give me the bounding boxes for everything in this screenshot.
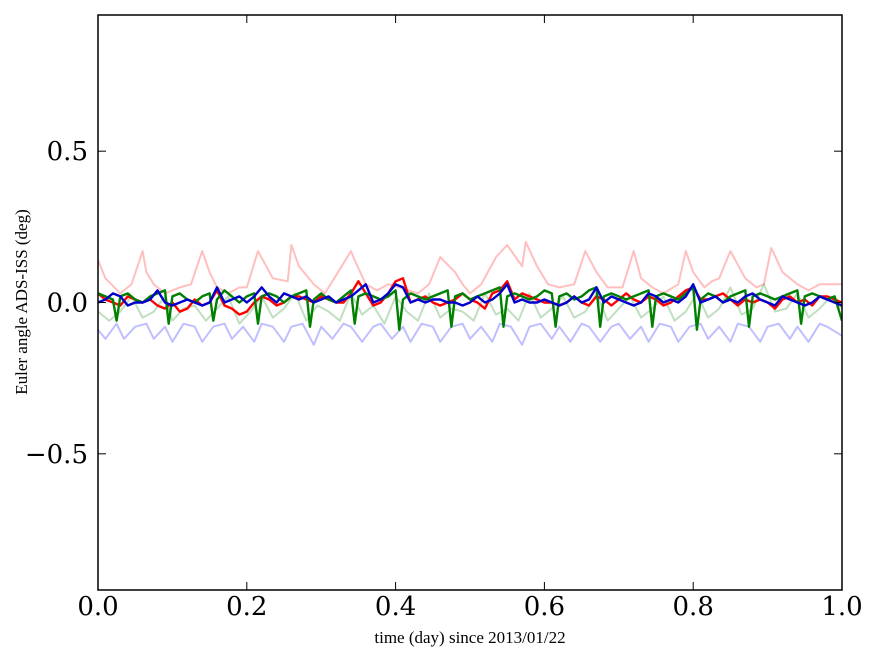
x-tick-label: 0.8 <box>673 592 714 622</box>
series-line-6 <box>98 283 842 307</box>
series-line-3 <box>98 322 842 346</box>
ticks-layer: 0.0 0.2 0.4 0.6 0.8 1.0 0.5 0.0 −0.5 <box>25 15 863 622</box>
series-line-1 <box>98 241 842 295</box>
y-axis-label: Euler angle ADS-ISS (deg) <box>12 209 31 395</box>
y-tick-label: 0.0 <box>47 289 88 319</box>
series-line-2 <box>98 283 842 325</box>
x-tick-label: 1.0 <box>821 592 862 622</box>
y-tick-label: −0.5 <box>25 440 88 470</box>
x-tick-label: 0.2 <box>226 592 267 622</box>
x-tick-label: 0.0 <box>77 592 118 622</box>
series-layer <box>98 241 842 346</box>
x-tick-label: 0.4 <box>375 592 416 622</box>
x-tick-label: 0.6 <box>524 592 565 622</box>
x-axis-label: time (day) since 2013/01/22 <box>374 628 565 647</box>
y-tick-label: 0.5 <box>47 137 88 167</box>
